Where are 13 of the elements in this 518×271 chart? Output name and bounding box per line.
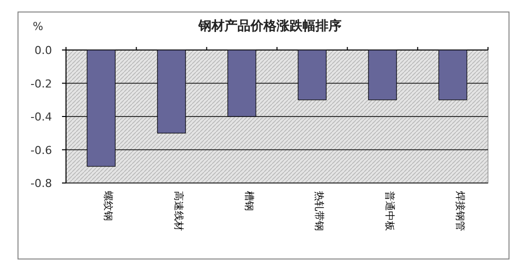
chart-title: 钢材产品价格涨跌幅排序	[198, 18, 342, 34]
y-axis-title: %	[32, 20, 44, 33]
y-tick-label: -0.4	[30, 110, 52, 124]
x-tick-label: 螺纹钢	[102, 191, 114, 221]
x-tick-label: 焊接钢管	[454, 191, 466, 231]
x-tick-label: 高速线材	[172, 191, 184, 231]
y-tick-label: -0.2	[30, 77, 52, 90]
y-tick-label: -0.6	[30, 144, 52, 157]
x-tick-label: 槽钢	[242, 191, 255, 211]
x-tick-label: 热轧带钢	[313, 191, 326, 231]
y-tick-label: -0.8	[30, 177, 52, 190]
y-tick-label: 0.0	[34, 44, 52, 57]
x-tick-label: 普通中板	[384, 191, 396, 231]
